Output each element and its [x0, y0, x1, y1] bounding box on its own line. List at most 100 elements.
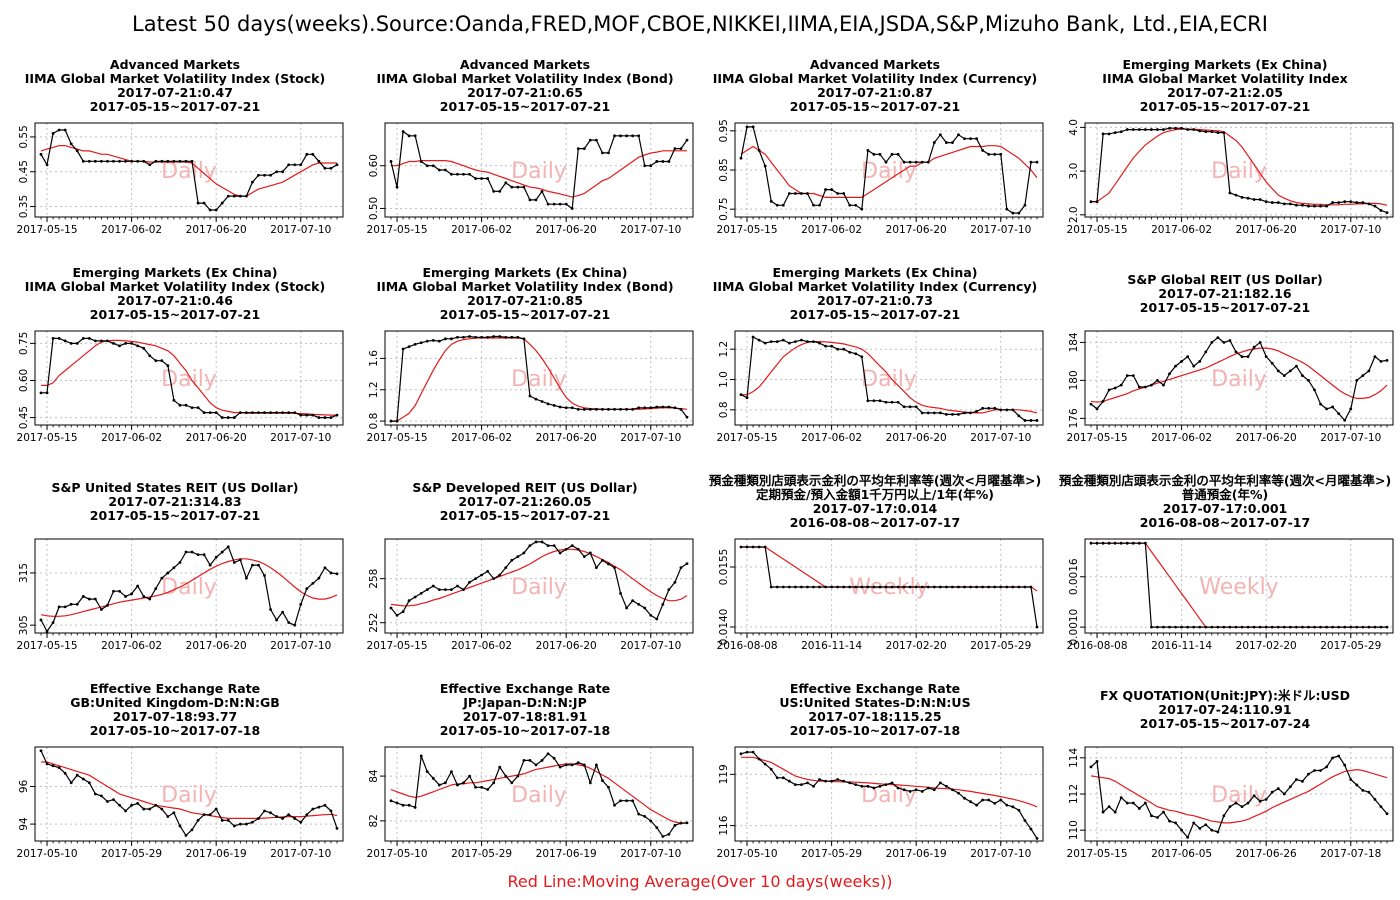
data-point: [860, 585, 864, 589]
plot-frame: [384, 122, 694, 218]
chart-title-line: US:United States-D:N:N:US: [779, 695, 971, 710]
data-point: [963, 137, 966, 141]
data-point: [413, 134, 417, 138]
data-point: [1011, 211, 1015, 215]
frequency-watermark: Daily: [161, 783, 217, 808]
chart-panel: S&P Developed REIT (US Dollar) 2017-07-21…: [350, 474, 700, 684]
chart-svg: 0.45 0.60 0.75 2017-05-15 2017-06-02 2017-06-…: [17, 330, 344, 444]
data-point: [118, 344, 121, 348]
data-point: [926, 160, 930, 164]
data-point: [118, 159, 121, 163]
x-tick-label: 2017-05-10: [367, 848, 428, 860]
y-tick-label: 0.85: [718, 158, 730, 181]
data-point: [1180, 359, 1184, 363]
data-point: [582, 555, 586, 559]
data-point: [751, 545, 755, 549]
data-point: [202, 201, 206, 205]
data-point: [1264, 625, 1268, 629]
data-point: [1319, 625, 1322, 629]
data-point: [619, 134, 622, 138]
data-point: [890, 400, 894, 404]
data-point: [136, 584, 140, 588]
data-point: [130, 159, 134, 163]
data-point: [1349, 407, 1353, 411]
y-tick-label: 0.95: [718, 119, 730, 142]
data-point: [443, 168, 447, 172]
data-point: [1023, 203, 1027, 207]
data-point: [649, 406, 653, 410]
data-point: [860, 355, 864, 359]
data-point: [800, 192, 803, 195]
chart-title-line: GB:United Kingdom-D:N:N:GB: [70, 695, 280, 710]
data-point: [1337, 201, 1341, 204]
chart-panel: S&P Global REIT (US Dollar) 2017-07-21:18…: [1050, 266, 1400, 476]
data-point: [878, 399, 882, 403]
data-point: [745, 125, 749, 129]
data-point: [1288, 625, 1292, 629]
x-tick-label: 2017-06-20: [886, 224, 947, 236]
data-point: [1222, 340, 1226, 344]
data-point: [45, 630, 49, 633]
data-point: [552, 544, 556, 548]
data-point: [564, 763, 568, 767]
data-point: [1113, 810, 1117, 814]
y-tick-label: 96: [18, 779, 30, 793]
data-point: [269, 173, 272, 177]
data-point: [1367, 202, 1371, 206]
data-point: [631, 407, 635, 411]
data-point: [425, 339, 429, 343]
x-tick-label: 2017-06-02: [101, 640, 162, 652]
data-point: [866, 784, 870, 788]
data-point: [437, 168, 441, 172]
moving-average-line: [40, 558, 338, 617]
y-tick-label: 252: [368, 613, 380, 633]
data-point: [232, 416, 236, 419]
x-tick-label: 2017-07-10: [270, 848, 331, 860]
data-point: [793, 585, 797, 589]
data-point: [1258, 625, 1262, 629]
data-point: [830, 585, 834, 589]
data-point: [1367, 369, 1371, 373]
data-point: [884, 160, 888, 164]
data-point: [570, 763, 574, 767]
data-point: [142, 807, 146, 811]
data-point: [1379, 805, 1383, 809]
data-point: [739, 393, 743, 397]
data-point: [999, 152, 1003, 156]
data-point: [643, 606, 647, 610]
data-point: [136, 802, 140, 805]
data-point: [510, 558, 514, 562]
x-tick-label: 2017-05-10: [717, 848, 778, 860]
data-point: [673, 147, 677, 151]
data-point: [468, 774, 471, 778]
data-point: [993, 152, 997, 156]
chart-title-line: Advanced Markets: [809, 57, 941, 72]
data-point: [878, 585, 882, 589]
data-point: [498, 189, 502, 193]
chart-svg: 0.0010 0.0016 2016-08-08 2016-11-14 2017-02-…: [1067, 538, 1394, 652]
data-point: [673, 406, 677, 410]
data-point: [775, 776, 779, 780]
x-tick-label: 2017-06-20: [536, 640, 597, 652]
data-point: [757, 149, 761, 152]
data-point: [1186, 355, 1190, 359]
data-point: [1222, 814, 1226, 818]
data-point: [1240, 195, 1244, 199]
data-point: [619, 407, 622, 411]
data-point: [196, 553, 200, 557]
data-point: [486, 788, 490, 791]
y-tick-label: 0.35: [18, 195, 30, 218]
chart-svg: 116 119 2017-05-10 2017-05-29 2017-06-19 2017…: [717, 746, 1044, 860]
data-point: [1174, 625, 1177, 629]
data-point: [745, 750, 749, 754]
data-point: [244, 576, 248, 580]
data-point: [558, 765, 562, 769]
chart-title-line: 2017-05-15~2017-07-21: [439, 508, 611, 523]
data-point: [975, 803, 978, 807]
data-point: [812, 585, 815, 589]
data-point: [1313, 388, 1316, 392]
plot-frame: [734, 122, 1044, 218]
data-point: [1216, 336, 1220, 340]
x-tick-label: 2017-06-02: [801, 432, 862, 444]
data-point: [75, 773, 79, 777]
